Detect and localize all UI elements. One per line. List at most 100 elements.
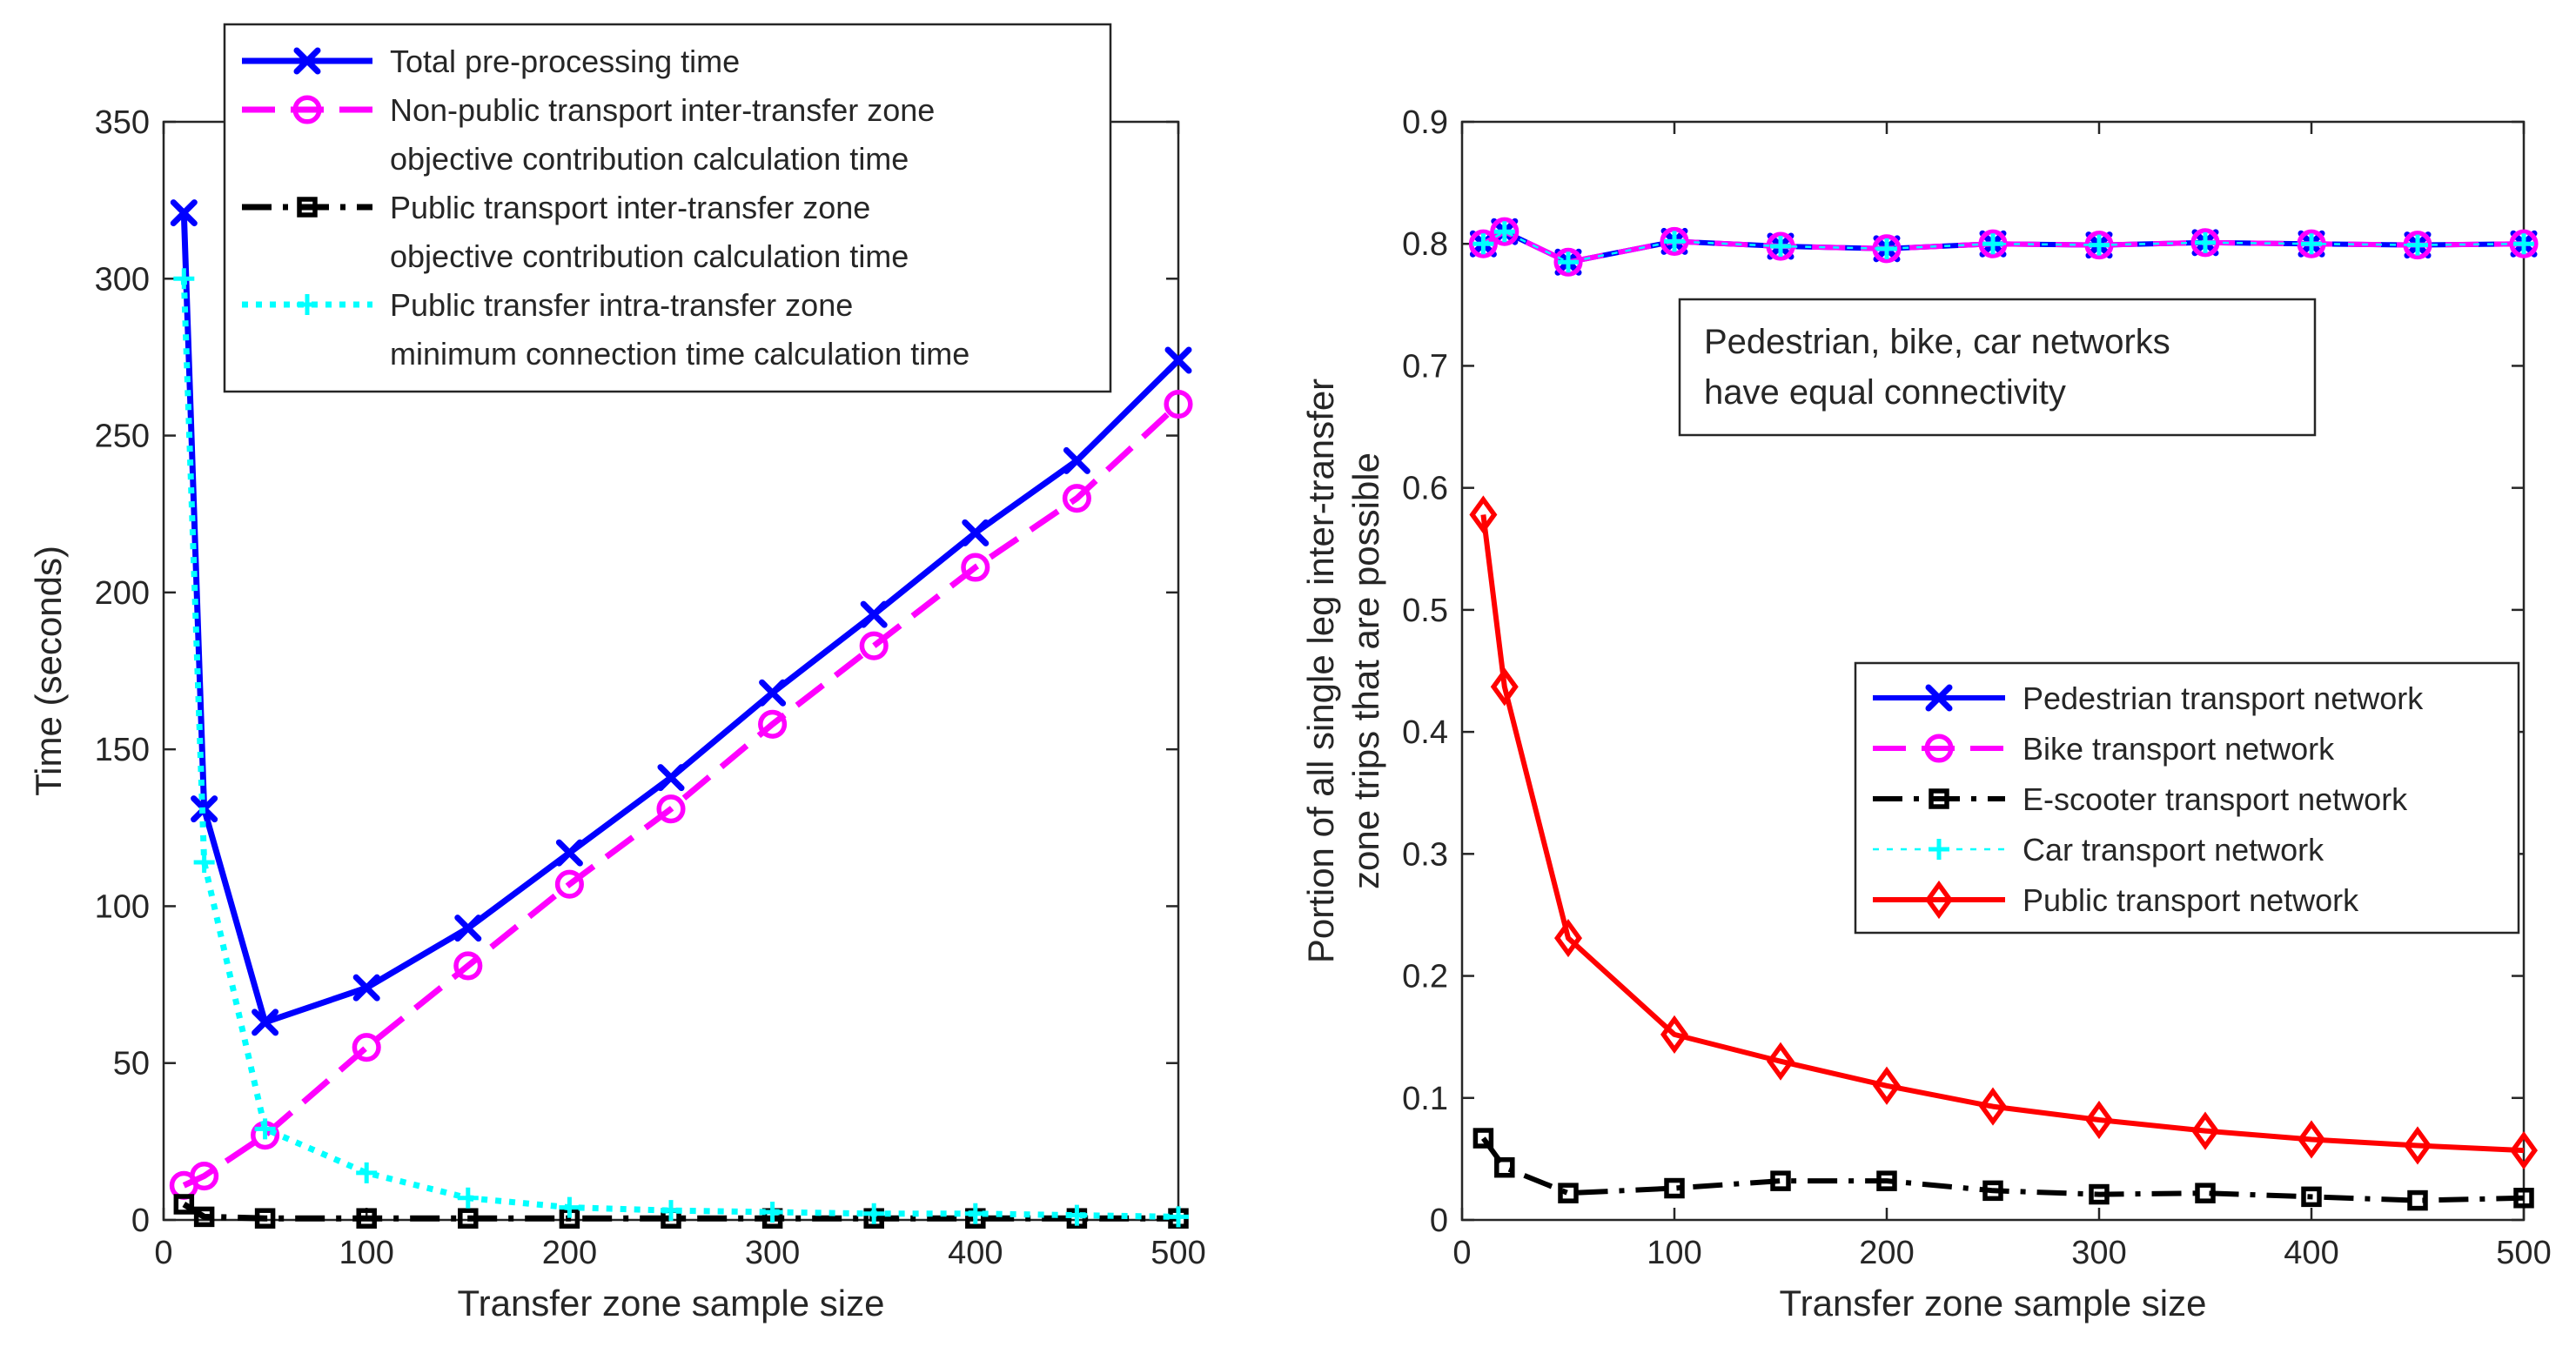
data-point — [1982, 1180, 2003, 1202]
data-point — [1876, 238, 1897, 259]
annotation-box — [1678, 298, 2317, 437]
legend-entry-text: Public transport network — [2023, 882, 2359, 918]
legend-marker — [293, 47, 321, 75]
data-point — [1472, 233, 1494, 255]
data-point — [1469, 495, 1498, 534]
y-axis-label: Time (seconds) — [28, 546, 69, 796]
legend-entry-text: Car transport network — [2023, 832, 2324, 868]
legend-entry-text: Public transport inter-transfer zone — [390, 190, 870, 225]
series-line — [1481, 229, 2525, 265]
chart-panel-2: 0 100 200 300 400 500 0 0.1 0.2 0.3 0.4 0.5 0.6 0.7 0.… — [1300, 104, 2552, 1323]
data-point — [1494, 1156, 1515, 1178]
data-point — [559, 1196, 580, 1218]
data-point — [1168, 1206, 1189, 1228]
data-point — [2191, 1111, 2219, 1150]
y-tick-label: 350 — [95, 104, 150, 141]
data-point — [2404, 1126, 2432, 1165]
y-tick-label: 0.1 — [1402, 1081, 1448, 1117]
data-point — [193, 851, 215, 873]
data-point — [1553, 247, 1583, 277]
data-point — [656, 794, 686, 824]
data-point — [457, 1187, 479, 1209]
legend-marker — [297, 294, 318, 315]
legend: Pedestrian transport network Bike transpo… — [1854, 661, 2520, 935]
data-point — [2513, 233, 2534, 255]
x-tick-label: 400 — [2284, 1235, 2338, 1271]
data-point — [2509, 229, 2539, 258]
data-point — [554, 869, 584, 899]
data-point — [961, 553, 990, 582]
y-tick-label: 0.6 — [1402, 471, 1448, 507]
series-5 — [1469, 495, 2538, 1170]
x-tick-label: 300 — [2071, 1235, 2126, 1271]
legend-entry-text: E-scooter transport network — [2023, 781, 2408, 817]
data-point — [2089, 1183, 2110, 1205]
y-tick-label: 200 — [95, 575, 150, 612]
data-point — [1164, 389, 1193, 419]
data-point — [1558, 1183, 1579, 1203]
data-point — [1876, 1170, 1897, 1191]
legend-marker — [292, 95, 322, 124]
series-line — [180, 278, 1179, 1220]
y-tick-label: 0 — [1430, 1203, 1448, 1239]
legend-marker — [1925, 880, 1953, 920]
data-point — [254, 1208, 276, 1229]
data-point — [860, 600, 888, 628]
data-point — [859, 631, 889, 660]
data-point — [759, 679, 787, 707]
series-4 — [1472, 221, 2534, 273]
data-point — [1664, 1177, 1685, 1199]
data-point — [2301, 233, 2322, 255]
legend-entry-text: Public transfer intra-transfer zone — [390, 287, 853, 323]
legend-entry-text: Bike transport network — [2023, 731, 2335, 767]
series-line — [1480, 514, 2525, 1154]
data-point — [1062, 484, 1091, 513]
x-axis-label: Transfer zone sample size — [458, 1283, 885, 1323]
legend-entry-text: objective contribution calculation time — [390, 141, 909, 177]
data-point — [254, 1118, 276, 1140]
data-point — [1490, 667, 1519, 707]
x-tick-label: 200 — [542, 1235, 597, 1271]
data-point — [173, 1194, 195, 1215]
annotation-text: have equal connectivity — [1704, 373, 2066, 412]
data-point — [1063, 446, 1090, 474]
legend-box — [1854, 661, 2520, 935]
data-point — [2190, 228, 2220, 258]
data-point — [1664, 231, 1685, 252]
data-point — [356, 1162, 378, 1183]
annotation-text: Pedestrian, bike, car networks — [1704, 323, 2170, 361]
data-point — [1770, 236, 1791, 258]
data-point — [352, 1033, 381, 1062]
legend-marker — [1929, 788, 1949, 809]
series-2 — [169, 389, 1193, 1200]
data-point — [1468, 229, 1498, 258]
data-point — [1770, 1170, 1791, 1191]
data-point — [657, 764, 685, 792]
y-tick-label: 0.2 — [1402, 959, 1448, 995]
legend-marker — [297, 197, 318, 218]
data-point — [863, 1203, 885, 1224]
data-point — [352, 974, 380, 1002]
x-tick-label: 400 — [948, 1235, 1003, 1271]
legend-marker — [1924, 734, 1954, 763]
series-2 — [1468, 217, 2539, 277]
series-1 — [170, 199, 1192, 1036]
x-tick-label: 200 — [1859, 1235, 1914, 1271]
data-point — [2301, 1186, 2322, 1208]
y-tick-label: 300 — [95, 261, 150, 298]
series-3 — [1472, 1128, 2534, 1211]
data-point — [170, 199, 198, 227]
data-point — [1066, 1204, 1088, 1226]
data-point — [1979, 1087, 2007, 1126]
data-point — [964, 1203, 986, 1224]
series-line — [180, 212, 1181, 1026]
data-point — [1558, 251, 1579, 273]
data-point — [1982, 233, 2003, 255]
y-tick-label: 100 — [95, 888, 150, 925]
data-point — [2089, 234, 2110, 256]
data-point — [2195, 231, 2216, 253]
data-point — [2407, 1189, 2428, 1211]
data-point — [2510, 1130, 2538, 1170]
y-tick-label: 0.7 — [1402, 348, 1448, 385]
